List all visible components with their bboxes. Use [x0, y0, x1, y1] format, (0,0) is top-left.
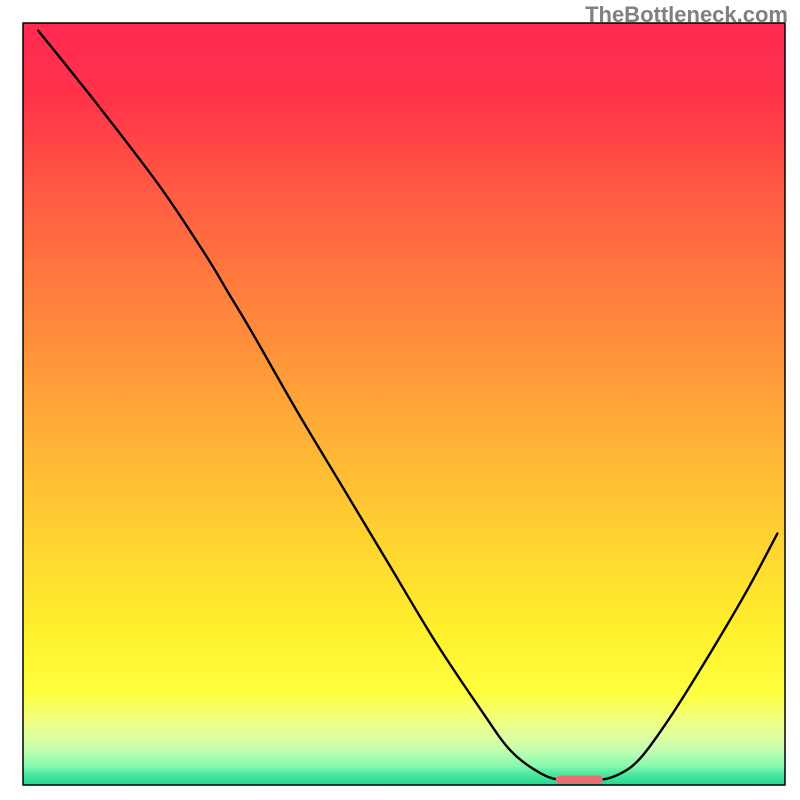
- watermark-text: TheBottleneck.com: [585, 2, 788, 28]
- chart-background: [23, 23, 785, 785]
- bottleneck-chart: TheBottleneck.com: [0, 0, 800, 800]
- chart-svg: [0, 0, 800, 800]
- optimal-marker: [556, 775, 603, 783]
